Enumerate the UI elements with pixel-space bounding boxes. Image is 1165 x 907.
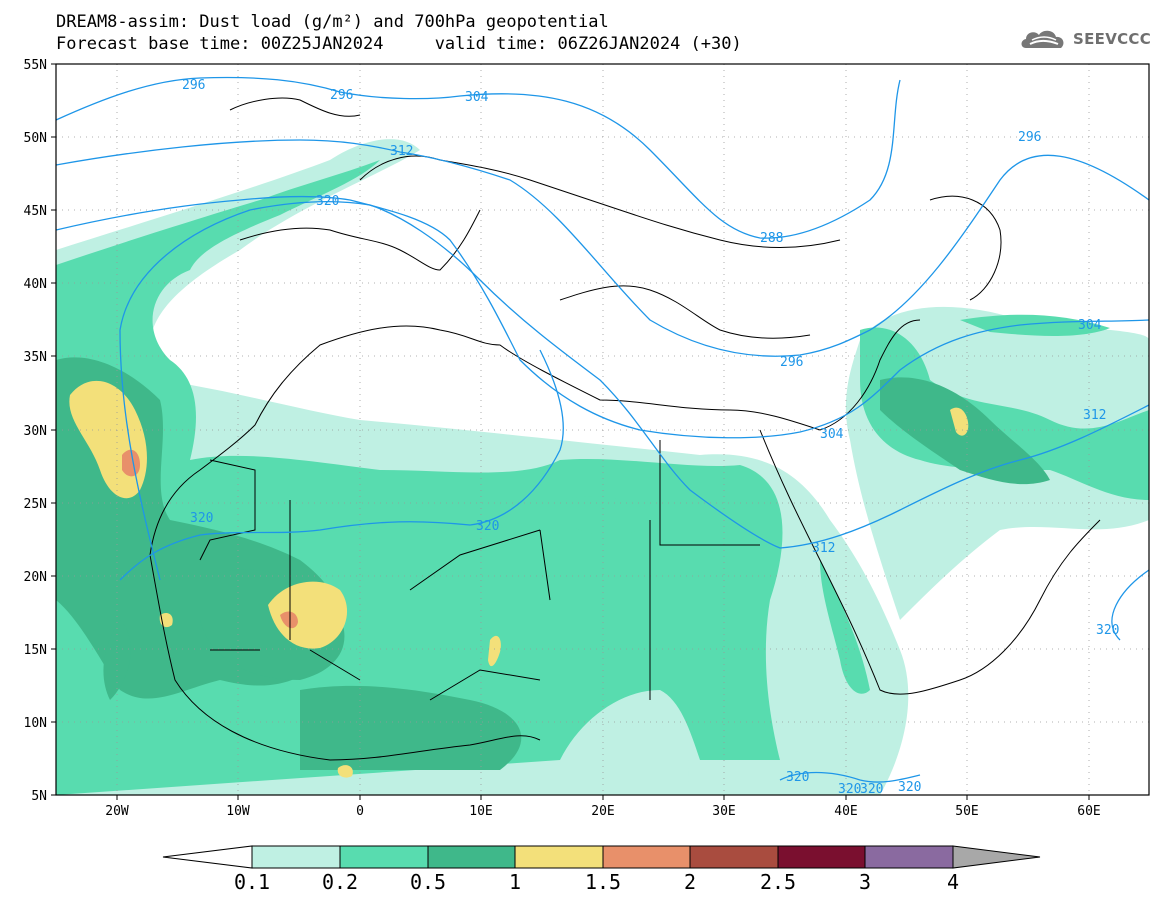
lon-label: 60E — [1077, 804, 1100, 819]
colorbar — [162, 845, 1041, 869]
lat-label: 30N — [24, 424, 47, 439]
colorbar-swatch — [514, 845, 604, 869]
contour-label: 304 — [820, 427, 844, 442]
latitude-labels: 55N 50N 45N 40N 35N 30N 25N 20N 15N 10N … — [24, 58, 47, 804]
colorbar-swatch — [339, 845, 429, 869]
colorbar-swatch — [427, 845, 516, 869]
lat-label: 25N — [24, 497, 47, 512]
contour-label: 320 — [898, 780, 921, 795]
contour-label: 312 — [812, 541, 835, 556]
contour-label: 296 — [1018, 130, 1041, 145]
contour-label: 296 — [780, 355, 803, 370]
colorbar-low-arrow — [162, 845, 253, 869]
lon-label: 50E — [955, 804, 978, 819]
contour-label: 320 — [838, 782, 861, 797]
contour-label: 312 — [1083, 408, 1106, 423]
colorbar-swatch — [777, 845, 866, 869]
lon-label: 20W — [105, 804, 129, 819]
longitude-labels: 20W 10W 0 10E 20E 30E 40E 50E 60E — [105, 804, 1100, 819]
colorbar-label: 0.1 — [233, 870, 271, 894]
lon-label: 30E — [712, 804, 735, 819]
colorbar-label: 1 — [508, 870, 522, 894]
lon-label: 40E — [834, 804, 857, 819]
lon-label: 20E — [591, 804, 614, 819]
lon-label: 0 — [356, 804, 364, 819]
contour-label: 320 — [476, 519, 499, 534]
graticule — [56, 64, 1149, 795]
colorbar-label: 2 — [683, 870, 697, 894]
contour-labels: 296 296 304 312 320 288 296 304 296 304 … — [182, 78, 1119, 797]
lat-label: 20N — [24, 570, 47, 585]
coastlines — [149, 97, 1101, 761]
contour-label: 320 — [786, 770, 809, 785]
lon-label: 10E — [469, 804, 492, 819]
logo-text: SEEVCCC — [1073, 30, 1152, 48]
contour-label: 296 — [330, 88, 353, 103]
lon-label: 10W — [226, 804, 250, 819]
contour-label: 304 — [1078, 318, 1102, 333]
lat-label: 55N — [24, 58, 47, 73]
seevccc-logo: SEEVCCC — [1018, 24, 1151, 54]
title-line-2: Forecast base time: 00Z25JAN2024 valid t… — [56, 34, 742, 54]
colorbar-high-arrow — [952, 845, 1041, 869]
geopotential-contours — [56, 76, 1149, 783]
contour-label: 296 — [182, 78, 205, 93]
contour-label: 312 — [390, 144, 413, 159]
colorbar-label: 3 — [858, 870, 872, 894]
contour-label: 304 — [465, 90, 489, 105]
colorbar-label: 1.5 — [584, 870, 622, 894]
colorbar-swatch — [602, 845, 691, 869]
contour-label: 320 — [190, 511, 213, 526]
colorbar-label: 4 — [946, 870, 960, 894]
colorbar-swatch — [864, 845, 954, 869]
contour-label: 320 — [1096, 623, 1119, 638]
colorbar-swatch — [689, 845, 779, 869]
lat-label: 40N — [24, 277, 47, 292]
colorbar-label: 0.2 — [321, 870, 359, 894]
colorbar-swatch — [251, 845, 341, 869]
colorbar-label: 2.5 — [759, 870, 797, 894]
lat-label: 5N — [31, 789, 47, 804]
contour-label: 320 — [860, 782, 883, 797]
lat-label: 45N — [24, 204, 47, 219]
lat-label: 35N — [24, 350, 47, 365]
cloud-icon — [1021, 30, 1064, 48]
dust-shading — [56, 64, 1149, 795]
lat-label: 50N — [24, 131, 47, 146]
contour-label: 320 — [316, 194, 339, 209]
title-line-1: DREAM8-assim: Dust load (g/m²) and 700hP… — [56, 12, 609, 32]
lat-label: 10N — [24, 716, 47, 731]
tick-marks — [51, 63, 1090, 800]
contour-label: 288 — [760, 231, 783, 246]
lat-label: 15N — [24, 643, 47, 658]
colorbar-label: 0.5 — [409, 870, 447, 894]
